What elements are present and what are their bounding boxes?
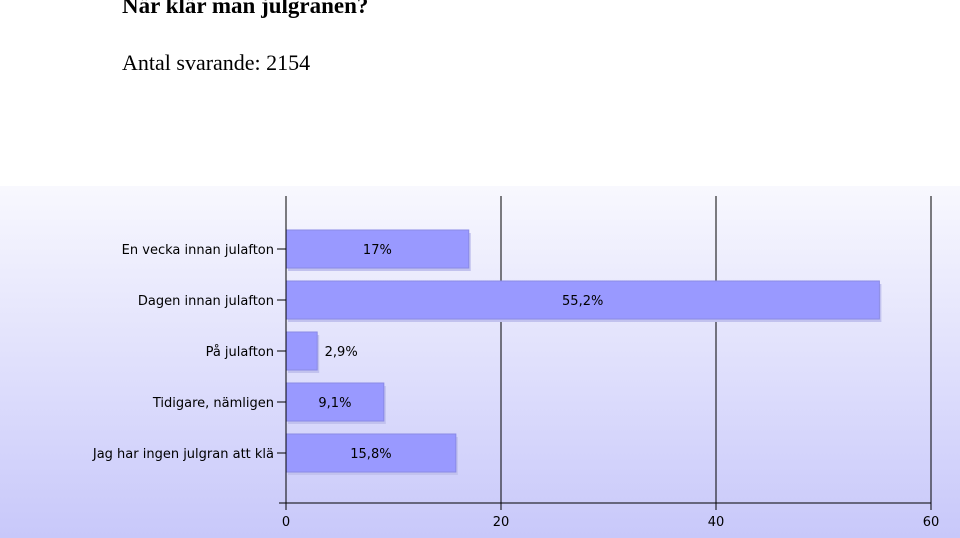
x-tick-label: 60 — [923, 515, 940, 530]
chart-title: När klär man julgranen? — [122, 0, 369, 18]
y-tick-label: En vecka innan julafton — [122, 243, 274, 258]
data-label: 17% — [363, 243, 392, 258]
y-tick-label: Tidigare, nämligen — [152, 396, 274, 411]
x-tick-label: 20 — [493, 515, 510, 530]
bar — [285, 331, 318, 371]
data-label: 55,2% — [562, 294, 603, 309]
x-tick-label: 0 — [282, 515, 290, 530]
y-tick-label: Jag har ingen julgran att klä — [92, 447, 274, 462]
data-label: 15,8% — [350, 447, 391, 462]
respondent-count: Antal svarande: 2154 — [122, 50, 311, 75]
bar — [285, 280, 880, 320]
chart-panel — [0, 186, 960, 538]
data-label: 9,1% — [318, 396, 351, 411]
x-tick-label: 40 — [708, 515, 725, 530]
y-tick-label: På julafton — [206, 345, 274, 360]
data-label: 2,9% — [325, 345, 358, 360]
bar — [285, 382, 385, 422]
y-tick-label: Dagen innan julafton — [138, 294, 274, 309]
